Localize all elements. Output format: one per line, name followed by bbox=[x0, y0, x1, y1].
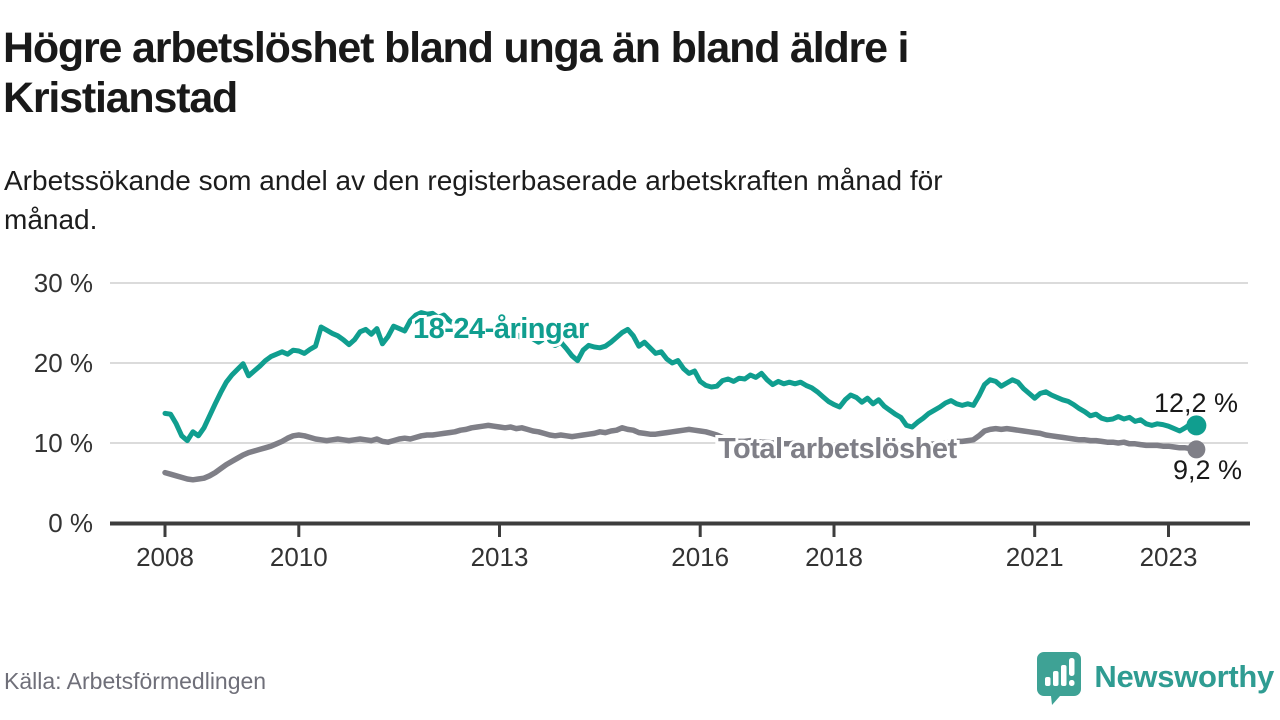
y-axis-label-0: 0 % bbox=[48, 508, 93, 538]
x-axis-label-2021: 2021 bbox=[1006, 542, 1064, 572]
brand-footer: Newsworthy bbox=[1034, 648, 1274, 706]
logo-bar-3 bbox=[1061, 665, 1067, 686]
logo-exclamation-bar bbox=[1069, 658, 1075, 676]
y-axis-label-30: 30 % bbox=[34, 268, 93, 298]
logo-bar-2 bbox=[1053, 671, 1059, 686]
series-end-dot-total bbox=[1187, 440, 1206, 459]
newsworthy-logo-icon bbox=[1037, 652, 1082, 705]
x-axis-label-2023: 2023 bbox=[1140, 542, 1198, 572]
series-line-total bbox=[162, 422, 1200, 483]
series-label-total: Total arbetslöshet bbox=[718, 433, 957, 465]
end-value-label-total: 9,2 % bbox=[1173, 455, 1242, 485]
x-axis-label-2013: 2013 bbox=[471, 542, 529, 572]
page-title: Högre arbetslöshet bland unga än bland ä… bbox=[3, 24, 909, 122]
y-axis-label-20: 20 % bbox=[34, 348, 93, 378]
series-label-youth: 18-24-åringar bbox=[413, 313, 589, 345]
x-axis-label-2008: 2008 bbox=[136, 542, 194, 572]
x-axis-label-2016: 2016 bbox=[671, 542, 729, 572]
x-axis-label-2018: 2018 bbox=[805, 542, 863, 572]
brand-name: Newsworthy bbox=[1094, 659, 1274, 694]
y-axis-label-10: 10 % bbox=[34, 428, 93, 458]
logo-bar-1 bbox=[1045, 677, 1051, 686]
end-value-label-youth: 12,2 % bbox=[1154, 388, 1238, 418]
logo-exclamation-dot bbox=[1069, 680, 1075, 686]
source-note: Källa: Arbetsförmedlingen bbox=[4, 668, 267, 694]
series-line-youth bbox=[162, 310, 1199, 444]
page-subtitle: Arbetssökande som andel av den registerb… bbox=[4, 165, 943, 235]
x-axis-label-2010: 2010 bbox=[270, 542, 328, 572]
series-end-dot-youth bbox=[1186, 415, 1207, 436]
